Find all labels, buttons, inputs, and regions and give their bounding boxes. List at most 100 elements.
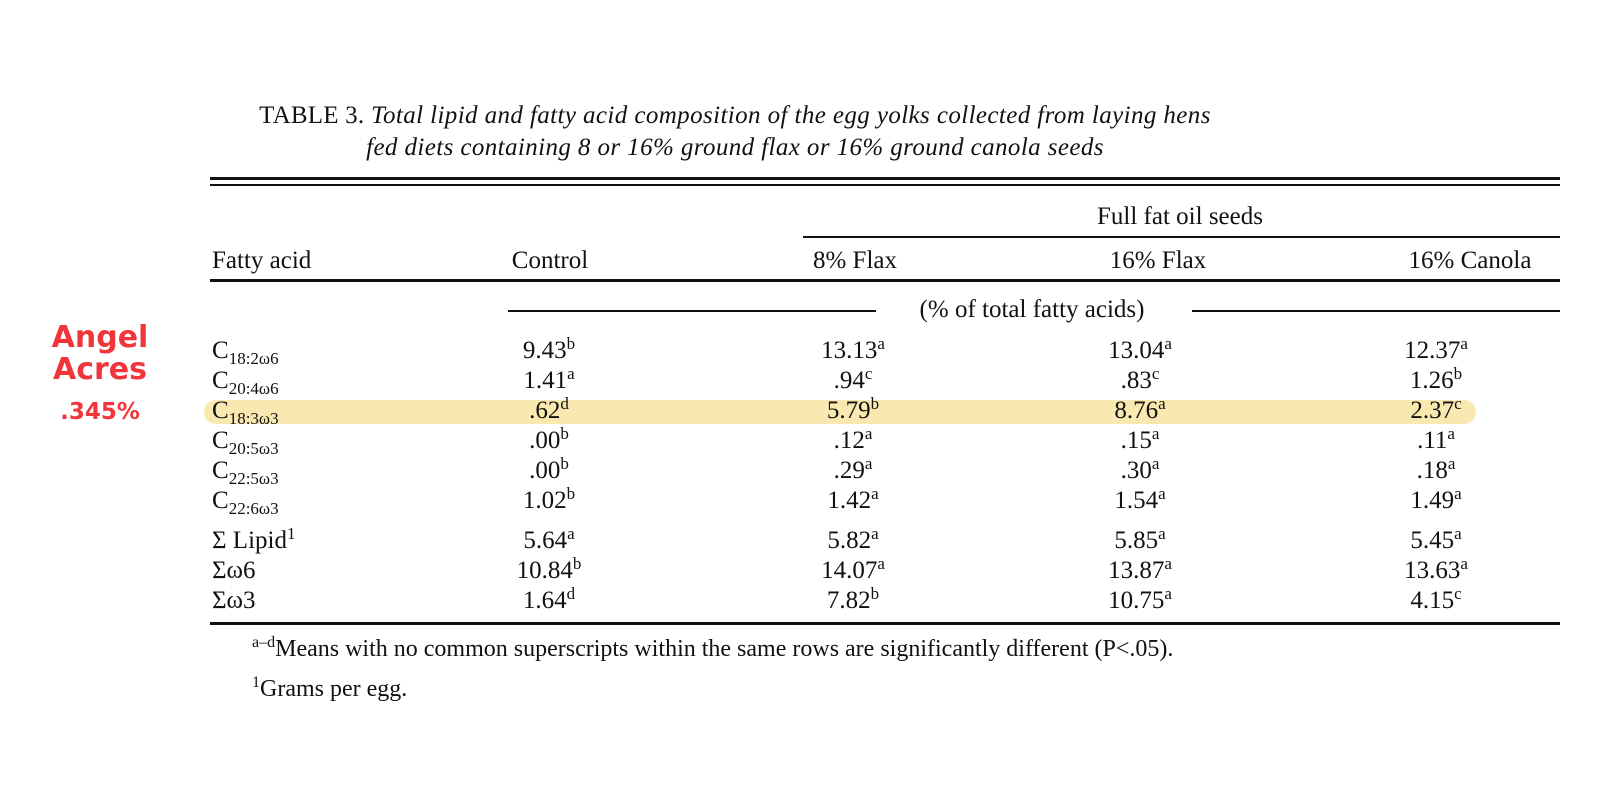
table-row: C20:4ω6 1.41a .94c .83c 1.26b <box>0 364 1600 398</box>
fatty-acid-label: C18:2ω6 <box>212 336 279 367</box>
value-number: 1.49 <box>1410 487 1455 514</box>
value-number: 1.64 <box>522 587 567 614</box>
value-number: 5.45 <box>1410 527 1455 554</box>
significance-letter: a <box>864 424 873 443</box>
value-cell: .29a <box>833 455 873 486</box>
significance-letter: a <box>1454 524 1462 543</box>
significance-letter: b <box>566 334 576 353</box>
value-number: 5.82 <box>827 527 872 554</box>
footnote-text-1: Means with no common superscripts within… <box>275 636 1174 662</box>
fatty-acid-main: C <box>212 367 229 394</box>
significance-letter: a <box>1447 454 1456 473</box>
value-number: 1.42 <box>827 487 872 514</box>
value-number: 12.37 <box>1404 337 1461 364</box>
significance-letter: a <box>567 364 575 383</box>
overlay-brand-line2: Acres <box>53 352 147 387</box>
value-number: .62 <box>529 397 561 424</box>
fatty-acid-label: Σ Lipid1 <box>212 525 295 556</box>
col-header-fatty-acid: Fatty acid <box>212 247 312 274</box>
fatty-acid-subscript: 22:5ω3 <box>228 469 279 488</box>
value-cell: 10.84b <box>516 554 582 586</box>
value-number: .15 <box>1120 427 1152 454</box>
overlay-value: .345% <box>60 399 140 425</box>
significance-letter: c <box>1454 584 1462 603</box>
value-number: 10.84 <box>516 557 573 584</box>
bottom-rule <box>210 622 1560 625</box>
top-rule-2 <box>210 184 1560 186</box>
footnote-text-2: Grams per egg. <box>260 676 408 702</box>
value-cell: .15a <box>1120 425 1160 456</box>
value-cell: 9.43b <box>522 334 576 366</box>
value-number: 1.26 <box>1409 367 1454 394</box>
significance-letter: a <box>877 554 885 573</box>
significance-letter: b <box>870 584 880 603</box>
caption-text-2: fed diets containing 8 or 16% ground fla… <box>366 134 1104 161</box>
col-header-control: Control <box>511 247 589 274</box>
significance-letter: b <box>572 554 582 573</box>
caption-text-1: Total lipid and fatty acid composition o… <box>370 102 1211 129</box>
overlay-brand-label: Angel Acres <box>30 322 170 386</box>
fatty-acid-subscript: 18:3ω3 <box>228 409 279 428</box>
table-row: Σω3 1.64d 7.82b 10.75a 4.15c <box>0 584 1600 616</box>
significance-letter: a <box>877 334 885 353</box>
value-number: 9.43 <box>522 337 567 364</box>
fatty-acid-main: C <box>212 337 229 364</box>
fatty-acid-label: C22:5ω3 <box>212 456 279 488</box>
footnote-mark-1: 1 <box>252 674 260 691</box>
value-number: 1.41 <box>523 367 568 394</box>
col-header-8-flax: 8% Flax <box>812 247 898 274</box>
value-cell: .94c <box>833 365 873 396</box>
value-number: .94 <box>833 367 865 394</box>
significance-letter: a <box>1164 554 1172 573</box>
value-number: .83 <box>1120 367 1152 394</box>
value-cell: 5.82a <box>827 525 878 556</box>
significance-letter: a <box>1460 334 1468 353</box>
value-cell: 8.76a <box>1114 394 1166 426</box>
col-header-16-flax: 16% Flax <box>1109 247 1207 274</box>
fatty-acid-label: Σω6 <box>212 556 256 586</box>
fatty-acid-label: C20:4ω6 <box>212 366 279 398</box>
fatty-acid-subscript: 20:4ω6 <box>228 379 279 398</box>
value-number: 5.85 <box>1114 527 1159 554</box>
value-cell: 2.37c <box>1410 394 1462 426</box>
fatty-acid-main: C <box>212 487 229 514</box>
value-cell: .00b <box>529 424 569 456</box>
value-cell: 5.85a <box>1114 525 1165 556</box>
value-number: 10.75 <box>1108 587 1165 614</box>
value-cell: .18a <box>1416 454 1456 486</box>
value-cell: 1.64d <box>522 584 576 616</box>
value-number: .29 <box>833 457 865 484</box>
significance-letter: a <box>1164 334 1172 353</box>
value-number: .18 <box>1416 457 1448 484</box>
fatty-acid-subscript: 22:6ω3 <box>228 499 279 518</box>
value-cell: 1.42a <box>827 485 878 516</box>
value-cell: 5.45a <box>1410 524 1462 556</box>
significance-letter: d <box>566 584 576 603</box>
significance-letter: b <box>566 484 576 503</box>
unit-label: (% of total fatty acids) <box>919 296 1145 323</box>
table-row: C18:2ω6 9.43b 13.13a 13.04a 12.37a <box>0 334 1600 367</box>
value-cell: .83c <box>1120 364 1160 396</box>
value-cell: 1.26b <box>1409 365 1462 396</box>
significance-letter: a <box>1164 584 1172 603</box>
significance-letter: a <box>1454 484 1462 503</box>
significance-letter: c <box>1454 394 1462 413</box>
significance-letter: a <box>1151 454 1160 473</box>
value-number: 13.63 <box>1404 557 1461 584</box>
fatty-acid-label: C20:5ω3 <box>212 426 279 457</box>
caption-label: TABLE 3. <box>259 102 365 129</box>
group-header: Full fat oil seeds <box>1097 203 1263 230</box>
value-number: 14.07 <box>821 557 878 584</box>
significance-letter: b <box>560 424 569 443</box>
fatty-acid-label: C18:3ω3 <box>212 396 279 428</box>
significance-letter: a <box>1158 394 1166 413</box>
significance-letter: c <box>1151 364 1160 383</box>
value-cell: 1.41a <box>523 364 575 396</box>
significance-letter: b <box>870 394 880 413</box>
value-cell: 12.37a <box>1404 334 1468 366</box>
value-number: 2.37 <box>1410 397 1455 424</box>
significance-letter: d <box>560 394 569 413</box>
table-row: C22:6ω3 1.02b 1.42a 1.54a 1.49a <box>0 484 1600 518</box>
value-cell: 7.82b <box>827 584 880 616</box>
col-header-16-canola: 16% Canola <box>1408 247 1532 274</box>
